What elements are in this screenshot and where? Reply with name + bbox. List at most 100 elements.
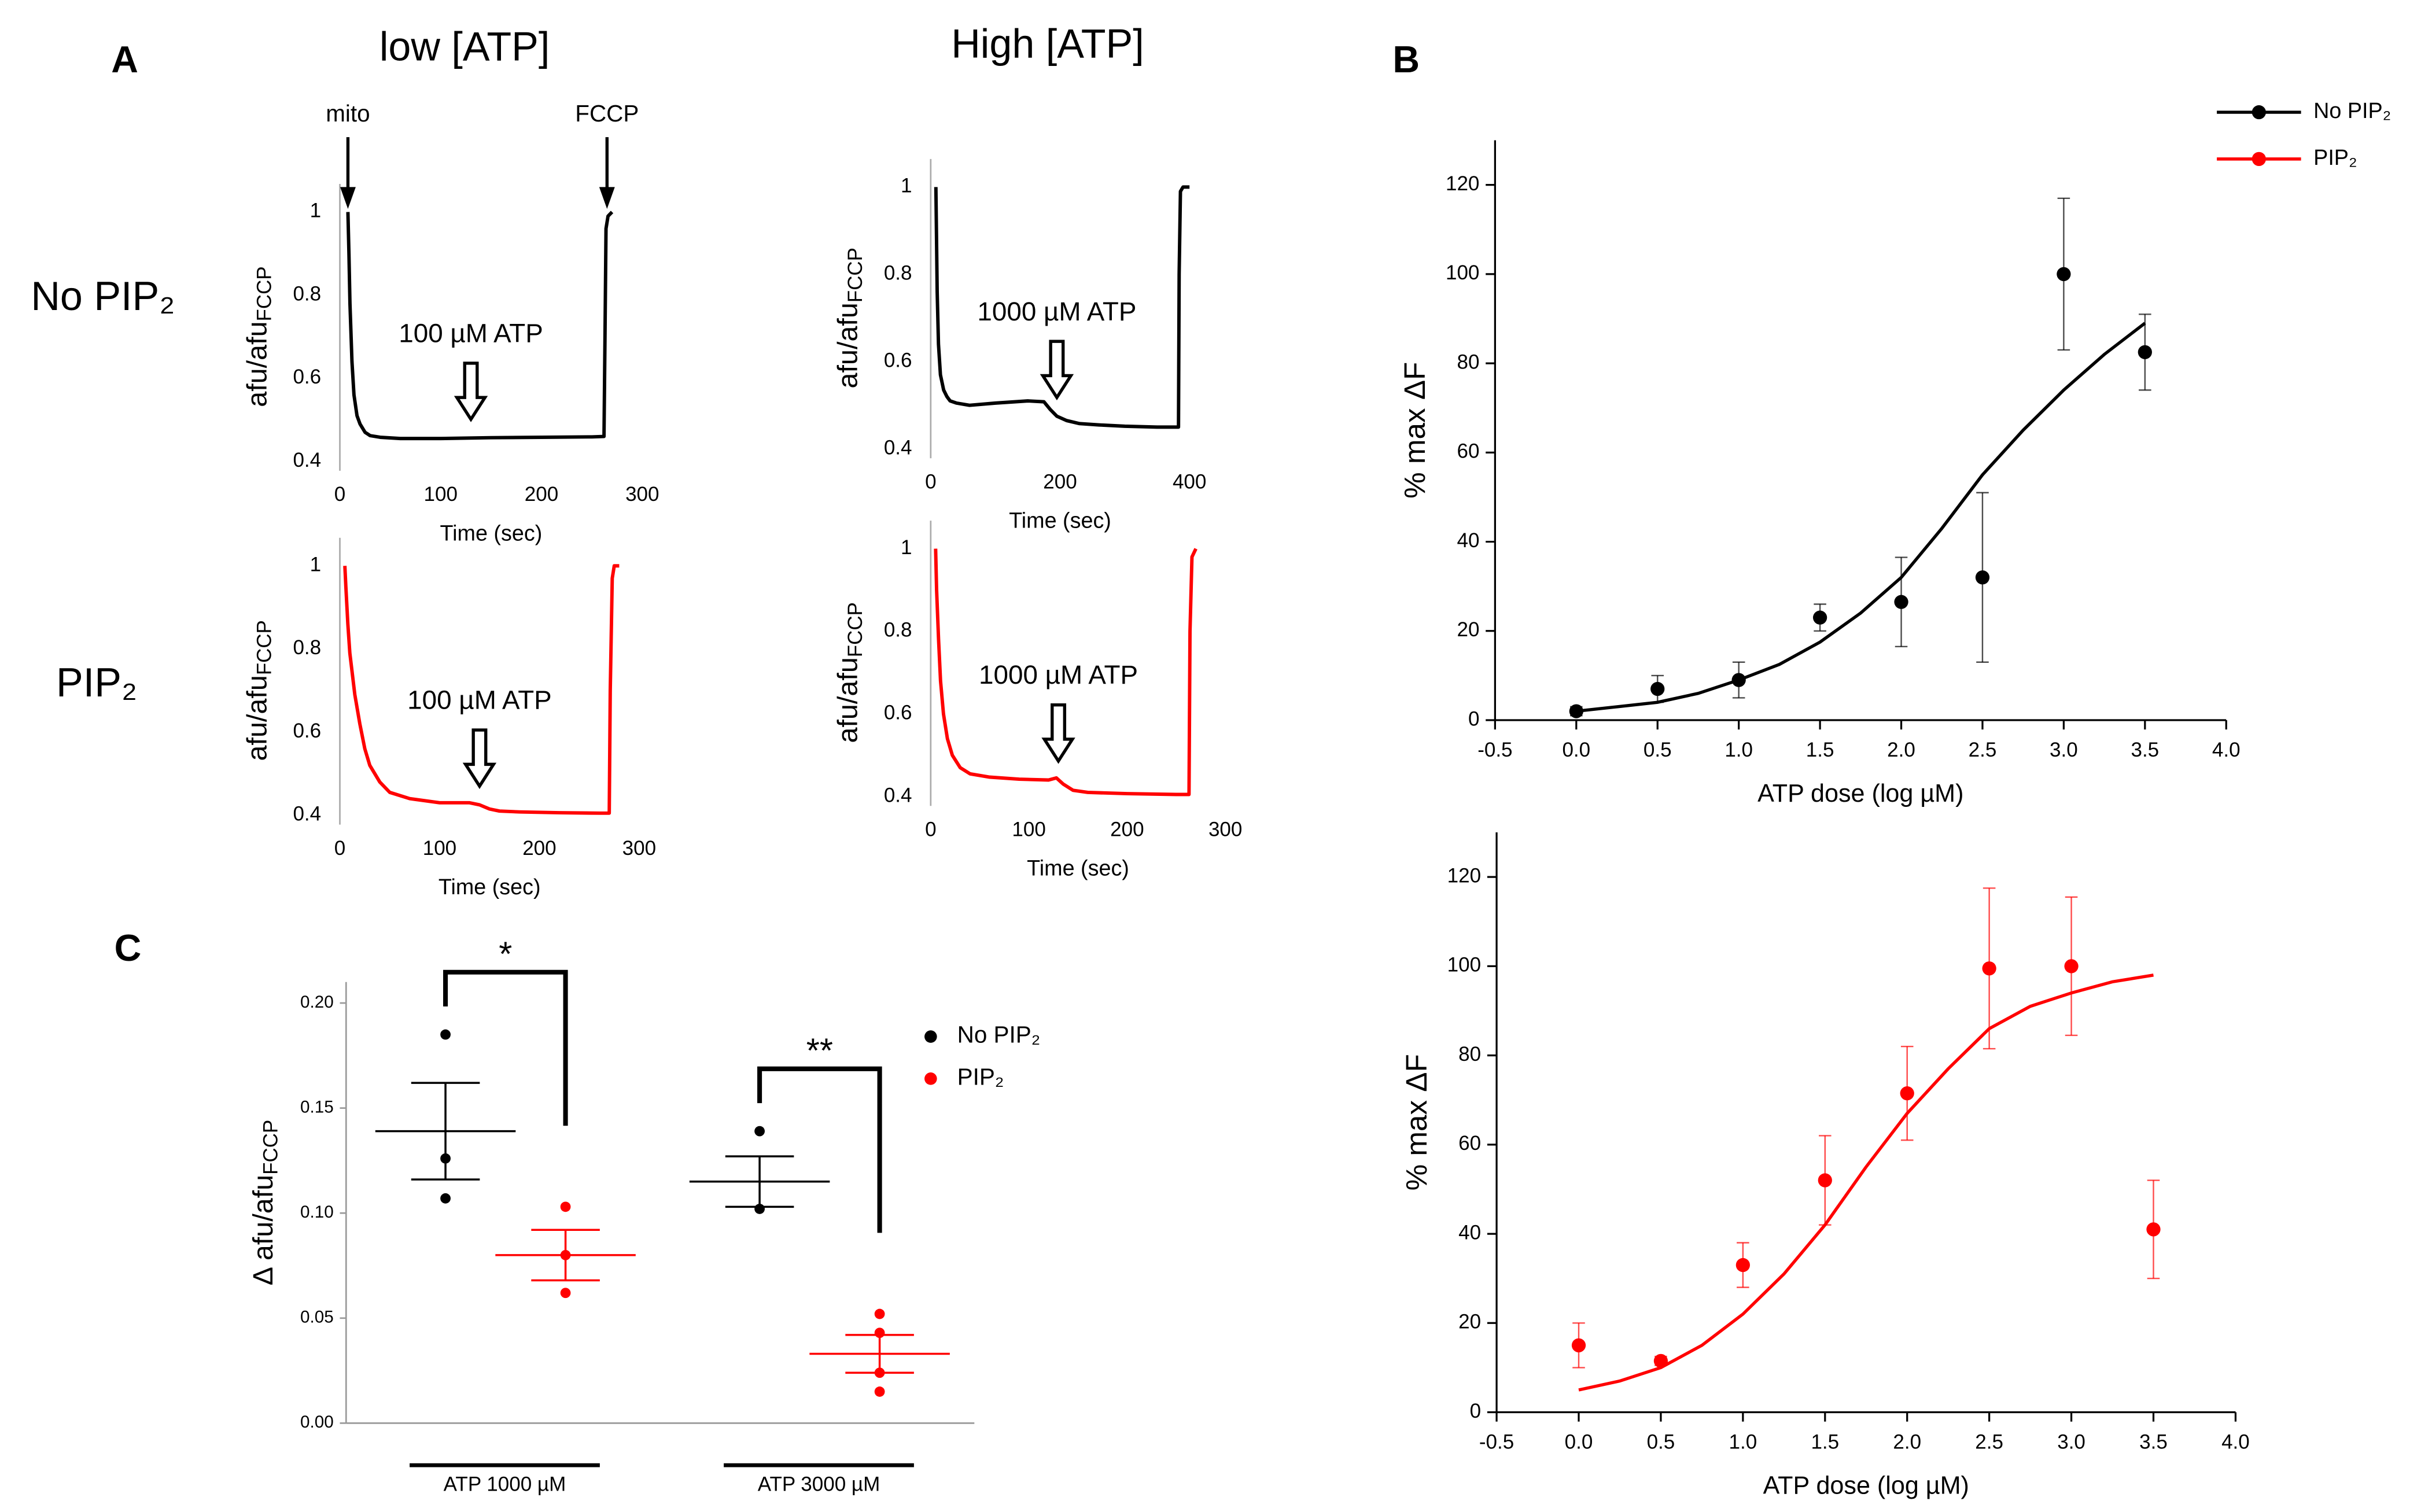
x-tick-label: 1.5: [1811, 1431, 1839, 1454]
data-point: [1818, 1173, 1832, 1188]
x-tick-label: 2.5: [1975, 1431, 2003, 1454]
y-tick-label: 40: [1458, 1221, 1481, 1244]
axis-label-sub: FCCP: [253, 620, 276, 675]
annotation-label: 100 µM ATP: [399, 319, 543, 348]
y-tick-label: 60: [1457, 440, 1479, 463]
data-point: [2064, 959, 2079, 973]
x-tick-label: 200: [525, 483, 558, 506]
y-tick-label: 1: [901, 536, 912, 559]
x-tick-label: -0.5: [1477, 739, 1512, 761]
data-point: [1650, 681, 1665, 696]
data-point: [440, 1193, 451, 1204]
x-tick-label: 4.0: [2221, 1431, 2250, 1454]
data-point: [1571, 1338, 1586, 1352]
y-tick-label: 0.6: [293, 366, 321, 388]
x-axis-label: Time (sec): [439, 875, 541, 899]
y-tick-label: 0.6: [293, 720, 321, 742]
annotation-label: mito: [326, 100, 370, 127]
x-tick-label: 3.0: [2057, 1431, 2085, 1454]
x-tick-label: ATP 3000 µM: [758, 1473, 880, 1495]
axis-label: afu/afuFCCP: [241, 620, 276, 761]
significance-label: *: [499, 934, 512, 973]
annotation-label: 1000 µM ATP: [977, 297, 1136, 326]
data-point: [874, 1386, 885, 1397]
x-axis-label: Time (sec): [440, 521, 543, 545]
x-axis-label: ATP dose (log µM): [1763, 1472, 1969, 1499]
y-tick-label: 120: [1447, 864, 1481, 887]
x-tick-label: 200: [1110, 818, 1144, 841]
x-tick-label: 1.0: [1724, 739, 1753, 761]
axis-label-text: afu/afu: [832, 657, 864, 743]
data-point: [1894, 595, 1908, 609]
x-tick-label: 300: [1208, 818, 1242, 841]
y-tick-label: 0.6: [884, 349, 912, 371]
data-point: [754, 1126, 765, 1137]
annotation-label: FCCP: [575, 100, 639, 127]
x-tick-label: 400: [1173, 471, 1206, 493]
data-point: [440, 1153, 451, 1164]
x-tick-label: 0: [334, 837, 345, 860]
x-tick-label: 4.0: [2212, 739, 2241, 761]
y-tick-label: 80: [1458, 1043, 1481, 1065]
y-tick-label: 80: [1457, 351, 1479, 373]
panel-label: A: [111, 38, 138, 80]
y-tick-label: 0.8: [884, 262, 912, 285]
y-tick-label: 60: [1458, 1132, 1481, 1155]
y-tick-label: 0.4: [884, 784, 912, 806]
y-tick-label: 0.10: [300, 1203, 334, 1222]
data-point: [874, 1308, 885, 1319]
trace-line: [934, 548, 1197, 796]
x-axis-label: Time (sec): [1009, 508, 1111, 533]
data-point: [2138, 345, 2152, 359]
x-tick-label: 100: [423, 837, 456, 860]
legend-label: PIP₂: [2313, 145, 2357, 169]
annotation-label: 1000 µM ATP: [979, 660, 1138, 689]
y-tick-label: 20: [1458, 1311, 1481, 1333]
axis-label-sub: FCCP: [260, 1120, 282, 1175]
data-point: [560, 1288, 571, 1299]
axis-label: afu/afuFCCP: [241, 266, 276, 407]
x-tick-label: ATP 1000 µM: [444, 1473, 566, 1495]
row-heading: No PIP₂: [31, 274, 175, 319]
annotation-arrow: [454, 362, 488, 422]
y-tick-label: 0.20: [300, 993, 334, 1012]
data-point: [2146, 1222, 2161, 1237]
row-heading: PIP₂: [56, 660, 137, 705]
x-tick-label: 100: [424, 483, 458, 506]
y-tick-label: 1: [310, 200, 321, 222]
y-tick-label: 0: [1470, 1400, 1481, 1422]
y-tick-label: 0.4: [884, 436, 912, 459]
data-point: [1731, 673, 1746, 687]
y-tick-label: 0.00: [300, 1413, 334, 1432]
panel-label: C: [115, 927, 142, 969]
y-tick-label: 20: [1457, 618, 1479, 641]
x-tick-label: 3.5: [2131, 739, 2159, 761]
axis-label-sub: FCCP: [844, 602, 867, 657]
data-point: [560, 1201, 571, 1212]
x-tick-label: 200: [522, 837, 556, 860]
axis-label: Δ afu/afuFCCP: [248, 1120, 282, 1286]
y-tick-label: 1: [901, 175, 912, 197]
trace-line: [343, 564, 620, 815]
data-point: [874, 1367, 885, 1378]
fit-curve: [1576, 322, 2146, 713]
trace-line: [934, 185, 1190, 429]
significance-bracket: [757, 1066, 882, 1233]
legend-label: PIP₂: [957, 1064, 1004, 1090]
data-point: [560, 1249, 571, 1260]
y-tick-label: 100: [1446, 261, 1479, 284]
x-tick-label: 3.5: [2139, 1431, 2168, 1454]
y-tick-label: 40: [1457, 529, 1479, 552]
axis-label-sub: FCCP: [253, 266, 276, 321]
x-axis-label: ATP dose (log µM): [1757, 780, 1963, 807]
y-tick-label: 0.6: [884, 701, 912, 724]
y-tick-label: 0.15: [300, 1097, 334, 1116]
x-tick-label: 0: [334, 483, 345, 506]
annotation-arrow: [1041, 703, 1075, 764]
y-tick-label: 100: [1447, 954, 1481, 976]
x-tick-label: 1.5: [1806, 739, 1834, 761]
trace-line: [346, 211, 614, 441]
y-tick-label: 0.4: [293, 449, 321, 471]
fit-curve: [1578, 973, 2154, 1392]
data-point: [1812, 610, 1827, 625]
